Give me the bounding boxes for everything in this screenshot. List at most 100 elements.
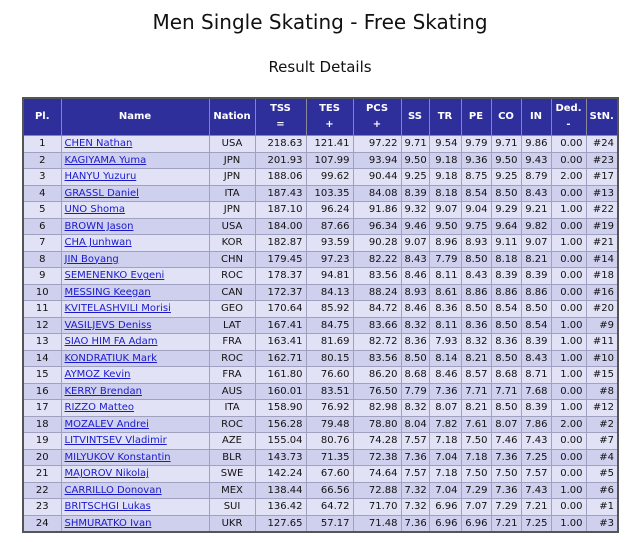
table-cell: 9.50 <box>400 151 430 169</box>
skater-link[interactable]: MAJOROV Nikolaj <box>64 468 149 480</box>
table-cell: 9.50 <box>428 217 462 235</box>
table-row: 10 MESSING Keegan CAN 172.37 84.13 88.24 8.93 8… <box>22 283 619 301</box>
table-cell: 7.32 <box>400 498 430 516</box>
column-header: Pl. <box>22 97 62 136</box>
table-cell: 156.28 <box>254 415 307 433</box>
table-cell: 8.18 <box>490 250 522 268</box>
table-cell: BROWN Jason <box>60 217 210 235</box>
table-cell: 21 <box>22 465 62 483</box>
skater-link[interactable]: KONDRATIUK Mark <box>64 352 157 364</box>
table-cell: 93.59 <box>305 234 354 252</box>
skater-link[interactable]: MOZALEV Andrei <box>64 418 149 430</box>
skater-link[interactable]: JIN Boyang <box>64 253 119 265</box>
skater-link[interactable]: RIZZO Matteo <box>64 402 135 414</box>
table-cell: 90.44 <box>352 168 402 186</box>
table-cell: 84.13 <box>305 283 354 301</box>
skater-link[interactable]: AYMOZ Kevin <box>64 369 131 381</box>
table-row: 19 LITVINTSEV Vladimir AZE 155.04 80.76 74.28… <box>22 432 619 450</box>
table-cell: 4 <box>22 184 62 202</box>
table-cell: 187.10 <box>254 201 307 219</box>
table-cell: SEMENENKO Evgeni <box>60 267 210 285</box>
skater-link[interactable]: CHEN Nathan <box>64 138 133 150</box>
table-cell: 8.32 <box>400 399 430 417</box>
table-row: 22 CARRILLO Donovan MEX 138.44 66.56 72.88 7.3… <box>22 481 619 499</box>
table-cell: 8.50 <box>490 184 522 202</box>
table-cell: 8.50 <box>460 300 492 318</box>
table-cell: 9.82 <box>520 217 552 235</box>
skater-link[interactable]: SEMENENKO Evgeni <box>64 270 165 282</box>
table-cell: 8.86 <box>490 283 522 301</box>
table-cell: #2 <box>585 415 619 433</box>
table-cell: 9.71 <box>490 135 522 153</box>
table-row: 15 AYMOZ Kevin FRA 161.80 76.60 86.20 8.68 8.46… <box>22 366 619 384</box>
table-cell: 8.54 <box>490 300 522 318</box>
skater-link[interactable]: KVITELASHVILI Morisi <box>64 303 171 315</box>
table-cell: 84.75 <box>305 316 354 334</box>
skater-link[interactable]: CHA Junhwan <box>64 237 132 249</box>
column-header: PCS + <box>352 97 402 136</box>
table-cell: 8.18 <box>428 184 462 202</box>
skater-link[interactable]: SHMURATKO Ivan <box>64 517 152 529</box>
table-cell: 170.64 <box>254 300 307 318</box>
table-cell: 9.79 <box>460 135 492 153</box>
table-cell: 155.04 <box>254 432 307 450</box>
table-cell: 97.23 <box>305 250 354 268</box>
table-cell: 8.36 <box>428 300 462 318</box>
skater-link[interactable]: BRITSCHGI Lukas <box>64 501 151 513</box>
table-cell: 97.22 <box>352 135 402 153</box>
skater-link[interactable]: VASILJEVS Deniss <box>64 319 152 331</box>
table-cell: 96.24 <box>305 201 354 219</box>
skater-link[interactable]: MILYUKOV Konstantin <box>64 451 171 463</box>
table-cell: 2 <box>22 151 62 169</box>
skater-link[interactable]: UNO Shoma <box>64 204 126 216</box>
table-cell: KONDRATIUK Mark <box>60 349 210 367</box>
skater-link[interactable]: MESSING Keegan <box>64 286 151 298</box>
table-cell: 182.87 <box>254 234 307 252</box>
table-cell: 78.80 <box>352 415 402 433</box>
table-cell: USA <box>208 217 256 235</box>
table-cell: 20 <box>22 448 62 466</box>
header-text: SS <box>408 111 422 122</box>
table-row: 12 VASILJEVS Deniss LAT 167.41 84.75 83.66 8.3… <box>22 316 619 334</box>
header-text: StN. <box>589 111 614 122</box>
table-cell: BRITSCHGI Lukas <box>60 498 210 516</box>
table-cell: #10 <box>585 349 619 367</box>
table-cell: 7.79 <box>400 382 430 400</box>
table-cell: 7.43 <box>520 481 552 499</box>
table-cell: CARRILLO Donovan <box>60 481 210 499</box>
skater-link[interactable]: KAGIYAMA Yuma <box>64 154 147 166</box>
table-cell: 9 <box>22 267 62 285</box>
table-cell: 0.00 <box>550 432 587 450</box>
table-cell: 9.04 <box>460 201 492 219</box>
skater-link[interactable]: SIAO HIM FA Adam <box>64 336 158 348</box>
table-row: 2 KAGIYAMA Yuma JPN 201.93 107.99 93.94 9.50 9.… <box>22 151 619 169</box>
table-cell: 7.71 <box>490 382 522 400</box>
table-cell: FRA <box>208 366 256 384</box>
table-cell: AUS <box>208 382 256 400</box>
table-cell: 8 <box>22 250 62 268</box>
skater-link[interactable]: CARRILLO Donovan <box>64 484 162 496</box>
table-cell: 8.93 <box>400 283 430 301</box>
skater-link[interactable]: GRASSL Daniel <box>64 187 139 199</box>
skater-link[interactable]: HANYU Yuzuru <box>64 171 137 183</box>
table-cell: 24 <box>22 514 62 533</box>
table-cell: LAT <box>208 316 256 334</box>
header-text: Ded. <box>555 103 582 114</box>
table-cell: FRA <box>208 333 256 351</box>
table-cell: 7.61 <box>460 415 492 433</box>
table-row: 17 RIZZO Matteo ITA 158.90 76.92 82.98 8.32 8.0… <box>22 399 619 417</box>
table-cell: 121.41 <box>305 135 354 153</box>
table-cell: 8.46 <box>428 366 462 384</box>
skater-link[interactable]: KERRY Brendan <box>64 385 142 397</box>
table-cell: 0.00 <box>550 465 587 483</box>
skater-link[interactable]: BROWN Jason <box>64 220 134 232</box>
table-row: 24 SHMURATKO Ivan UKR 127.65 57.17 71.48 7.36 6… <box>22 514 619 533</box>
table-cell: 0.00 <box>550 283 587 301</box>
table-cell: 87.66 <box>305 217 354 235</box>
skater-link[interactable]: LITVINTSEV Vladimir <box>64 435 167 447</box>
column-header: Nation <box>208 97 256 136</box>
table-cell: #12 <box>585 399 619 417</box>
table-cell: 9.71 <box>400 135 430 153</box>
table-cell: 9.07 <box>400 234 430 252</box>
table-cell: 8.39 <box>520 399 552 417</box>
